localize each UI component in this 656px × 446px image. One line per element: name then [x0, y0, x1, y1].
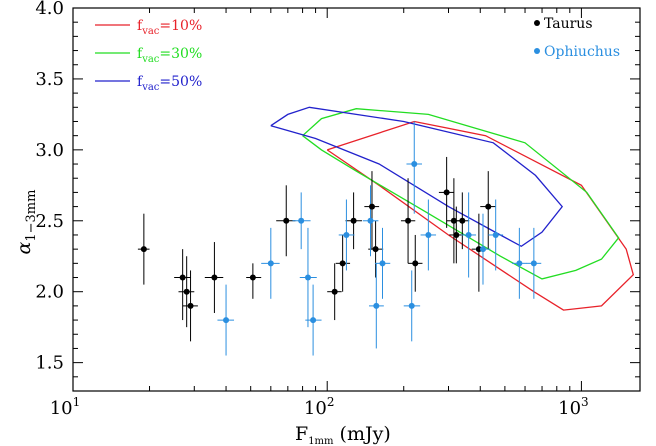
model-curve-1 [302, 108, 620, 280]
point-taurus-4 [211, 274, 218, 281]
point-taurus-6 [283, 217, 290, 224]
data-points [140, 161, 537, 324]
axis-tick-labels: 101 102 103 1.5 2.0 2.5 3.0 3.5 4.0 [35, 0, 588, 419]
point-taurus-0 [140, 246, 147, 253]
plot-frame [72, 7, 641, 392]
legend-marker-taurus [534, 20, 540, 26]
model-curve-0 [326, 120, 635, 311]
point-ophiuchus-0 [223, 317, 230, 324]
x-tick-label-1: 102 [304, 395, 335, 419]
point-ophiuchus-9 [408, 302, 415, 309]
legend-marker-ophiuchus [534, 48, 540, 54]
model-curves [270, 106, 635, 311]
point-taurus-19 [485, 203, 492, 210]
point-taurus-17 [459, 217, 466, 224]
point-ophiuchus-3 [304, 274, 311, 281]
y-tick-label-4: 3.5 [35, 69, 64, 90]
point-taurus-16 [453, 231, 460, 238]
y-tick-label-1: 2.0 [35, 282, 64, 303]
point-ophiuchus-2 [298, 217, 305, 224]
legend-label-2: fvac=50% [137, 74, 202, 93]
point-taurus-10 [368, 203, 375, 210]
point-taurus-14 [443, 189, 450, 196]
point-taurus-13 [412, 260, 419, 267]
point-taurus-8 [339, 260, 346, 267]
error-bars [137, 121, 542, 356]
legend-label-0: fvac=10% [137, 18, 202, 37]
y-axis-title: α1−3mm [13, 190, 39, 255]
point-ophiuchus-10 [411, 161, 418, 168]
point-ophiuchus-1 [267, 260, 274, 267]
point-ophiuchus-4 [310, 317, 317, 324]
point-ophiuchus-13 [479, 246, 486, 253]
point-ophiuchus-8 [379, 260, 386, 267]
point-ophiuchus-7 [373, 302, 380, 309]
model-curve-2 [270, 106, 564, 248]
point-ophiuchus-12 [465, 231, 472, 238]
point-taurus-7 [331, 288, 338, 295]
point-taurus-5 [249, 274, 256, 281]
point-taurus-1 [179, 274, 186, 281]
legend-series-label-ophiuchus: Ophiuchus [544, 44, 620, 60]
y-tick-label-0: 1.5 [35, 353, 64, 374]
point-taurus-18 [475, 246, 482, 253]
point-taurus-3 [187, 302, 194, 309]
axis-ticks [72, 7, 640, 392]
legend-model-curves: fvac=10% fvac=30% fvac=50% [95, 18, 202, 93]
point-ophiuchus-15 [516, 260, 523, 267]
point-taurus-15 [450, 217, 457, 224]
legend-samples: Taurus Ophiuchus [534, 16, 620, 60]
point-ophiuchus-14 [492, 231, 499, 238]
point-taurus-2 [183, 288, 190, 295]
point-ophiuchus-5 [343, 231, 350, 238]
y-tick-label-2: 2.5 [35, 211, 64, 232]
x-tick-label-2: 103 [558, 395, 589, 419]
x-axis-title: F1mm (mJy) [295, 423, 391, 446]
point-ophiuchus-16 [530, 260, 537, 267]
point-ophiuchus-11 [425, 231, 432, 238]
y-tick-label-3: 3.0 [35, 140, 64, 161]
point-taurus-11 [372, 246, 379, 253]
y-tick-label-5: 4.0 [35, 0, 64, 19]
x-tick-label-0: 101 [50, 395, 81, 419]
legend-series-label-taurus: Taurus [544, 16, 593, 32]
legend-label-1: fvac=30% [137, 46, 202, 65]
point-ophiuchus-6 [367, 217, 374, 224]
point-taurus-12 [405, 217, 412, 224]
point-taurus-9 [350, 217, 357, 224]
